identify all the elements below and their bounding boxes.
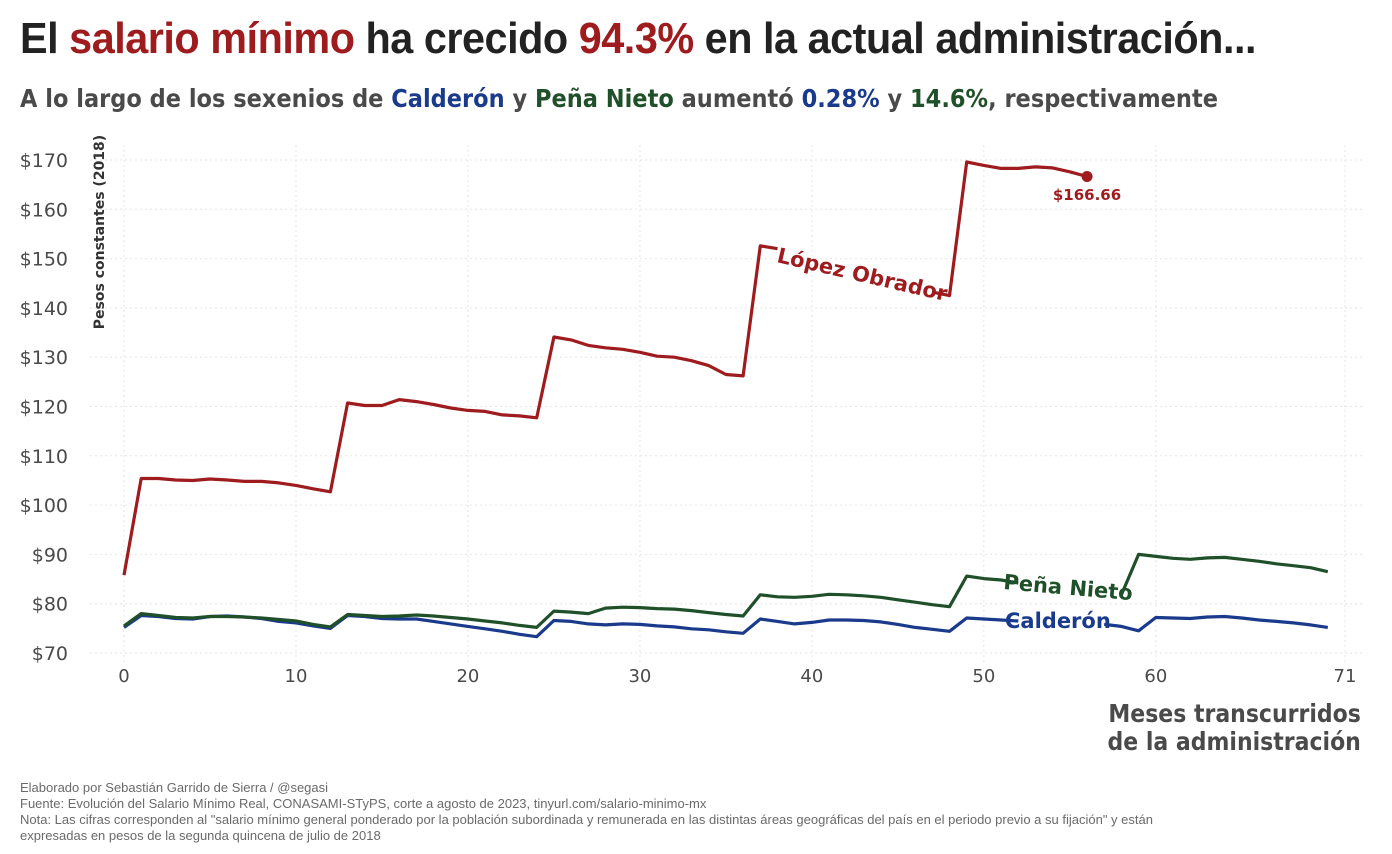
y-tick-label: $140 (20, 298, 68, 320)
series-line-pe-a-nieto (1119, 552, 1329, 596)
subtitle-pena-pct: 14.6% (910, 84, 989, 113)
footer-credit: Elaborado por Sebastián Garrido de Sierr… (20, 780, 329, 795)
label-calderon: Calderón (1005, 609, 1111, 633)
y-tick-label: $170 (20, 150, 68, 172)
subtitle-part3: aumentó (673, 84, 802, 113)
series-line-pe-a-nieto (123, 574, 1019, 630)
y-tick-label: $110 (20, 446, 68, 468)
x-tick-label: 0 (118, 666, 129, 687)
title-highlight-salario: salario mínimo (69, 14, 355, 63)
y-tick-label: $100 (20, 495, 68, 517)
series-line-l-pez-obrador (122, 244, 778, 576)
footer: Elaborado por Sebastián Garrido de Sierr… (20, 780, 1153, 844)
x-axis-label-line1: Meses transcurridos (1108, 699, 1361, 728)
y-tick-label: $150 (20, 249, 68, 271)
x-axis-label-line2: de la administración (1107, 727, 1361, 756)
x-tick-label: 71 (1334, 666, 1357, 687)
x-tick-label: 60 (1144, 666, 1167, 687)
x-tick-label: 10 (285, 666, 308, 687)
subtitle-part1: A lo largo de los sexenios de (20, 84, 392, 113)
title-part1: El (20, 14, 70, 63)
chart-title: El salario mínimo ha crecido 94.3% en la… (20, 14, 1256, 64)
y-tick-label: $80 (32, 594, 68, 616)
y-axis-label: Pesos constantes (2018) (92, 135, 108, 329)
label-lopez-obrador: López Obrador (775, 243, 950, 306)
end-value-label: $166.66 (1053, 186, 1121, 204)
x-tick-label: 40 (800, 666, 823, 687)
title-part2: ha crecido (354, 14, 579, 63)
series-line-l-pez-obrador (931, 160, 1088, 298)
y-tick-label: $120 (20, 397, 68, 419)
subtitle-pena: Peña Nieto (534, 84, 674, 113)
subtitle-part4: y (879, 84, 911, 113)
title-part3: en la actual administración... (693, 14, 1257, 63)
y-tick-label: $90 (32, 544, 68, 566)
y-tick-label: $160 (20, 199, 68, 221)
subtitle-part2: y (504, 84, 535, 113)
x-tick-label: 30 (628, 666, 651, 687)
end-point-marker (1081, 170, 1093, 182)
footer-note-cont: expresadas en pesos de la segunda quince… (20, 828, 381, 843)
y-axis-ticks: $70 $80 $90 $100 $110 $120 $130 $140 $150 $160 $17… (20, 150, 68, 665)
x-axis-label: Meses transcurridos de la administración (1108, 700, 1361, 756)
subtitle-calderon: Calderón (391, 84, 505, 113)
footer-source: Fuente: Evolución del Salario Mínimo Rea… (20, 796, 707, 811)
x-axis-ticks: 0 10 20 30 40 50 60 71 (118, 666, 1356, 687)
series-line-calder-n (1104, 614, 1329, 633)
y-tick-label: $70 (32, 643, 68, 665)
x-tick-label: 20 (456, 666, 479, 687)
grid (90, 145, 1362, 665)
title-highlight-pct: 94.3% (578, 14, 694, 63)
series-group (122, 160, 1329, 639)
chart-subtitle: A lo largo de los sexenios de Calderón y… (20, 84, 1218, 113)
subtitle-calderon-pct: 0.28% (801, 84, 880, 113)
x-tick-label: 50 (972, 666, 995, 687)
y-tick-label: $130 (20, 347, 68, 369)
footer-note: Nota: Las cifras corresponden al "salari… (20, 812, 1153, 827)
label-pena-nieto: Peña Nieto (1003, 570, 1134, 605)
subtitle-part5: , respectivamente (988, 84, 1218, 113)
